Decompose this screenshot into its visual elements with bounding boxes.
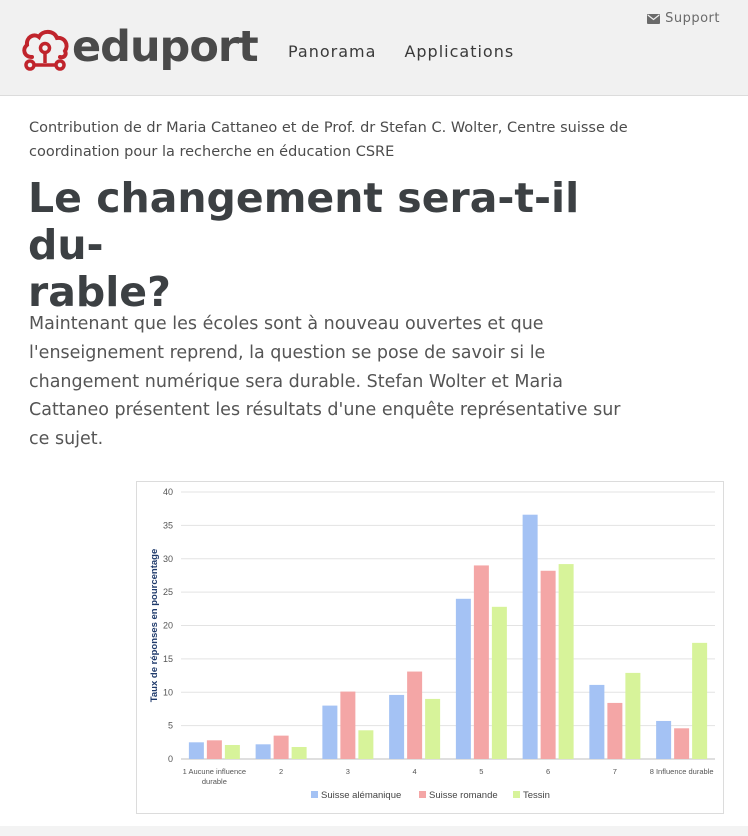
bar [407, 671, 423, 759]
bar [322, 705, 338, 759]
nav-item-panorama[interactable]: Panorama [288, 42, 377, 61]
page-title: Le changement sera-t-il du- rable? [28, 175, 648, 316]
y-tick-label: 20 [163, 621, 173, 631]
main-nav: Panorama Applications [288, 42, 514, 61]
x-tick-label: 3 [346, 767, 350, 776]
support-link[interactable]: Support [647, 11, 720, 26]
bar [358, 730, 374, 759]
cloud-network-icon [22, 29, 69, 71]
y-tick-label: 40 [163, 487, 173, 497]
bar [224, 744, 240, 759]
bar [455, 598, 471, 759]
bar [473, 565, 489, 759]
x-tick-label: 2 [279, 767, 283, 776]
legend-label: Suisse alémanique [321, 790, 401, 801]
bar [425, 698, 441, 759]
bar [255, 744, 271, 759]
support-label: Support [665, 11, 720, 26]
x-tick-label: durable [202, 777, 227, 786]
x-tick-label: 5 [479, 767, 483, 776]
y-tick-label: 35 [163, 520, 173, 530]
y-tick-label: 0 [168, 754, 173, 764]
bar [206, 740, 222, 759]
bar [273, 735, 289, 759]
bar [656, 720, 672, 759]
title-line-2: rable? [28, 268, 171, 316]
y-tick-label: 25 [163, 587, 173, 597]
y-tick-label: 30 [163, 554, 173, 564]
bar [491, 606, 507, 759]
footer-strip [0, 826, 748, 836]
legend-label: Tessin [523, 790, 550, 801]
bar [188, 742, 204, 759]
bar [692, 642, 708, 759]
bar [540, 570, 556, 759]
bar [522, 514, 538, 759]
contribution-text: Contribution de dr Maria Cattaneo et de … [29, 120, 628, 160]
x-tick-label: 6 [546, 767, 550, 776]
nav-item-applications[interactable]: Applications [404, 42, 515, 61]
y-tick-label: 10 [163, 687, 173, 697]
bar [674, 728, 690, 759]
legend-label: Suisse romande [429, 790, 498, 801]
mail-icon [647, 13, 661, 24]
title-line-1: Le changement sera-t-il du- [28, 174, 580, 269]
bar [340, 691, 356, 759]
x-tick-label: 1 Aucune influence [183, 767, 246, 776]
x-tick-label: 8 Influence durable [650, 767, 714, 776]
bar [625, 672, 641, 759]
y-tick-label: 15 [163, 654, 173, 664]
bar [558, 564, 574, 759]
site-header: eduport Panorama Applications Support [0, 0, 748, 96]
lead-paragraph: Maintenant que les écoles sont à nouveau… [29, 314, 621, 450]
logo-text: eduport [72, 22, 259, 72]
eduport-logo[interactable]: eduport [20, 22, 259, 74]
bar [607, 702, 623, 759]
bar [291, 746, 307, 759]
legend-swatch [513, 791, 520, 798]
bar [389, 694, 405, 759]
bar-chart: 0 5 10 15 20 25 30 35 40 Taux de réponses en pour… [136, 481, 724, 814]
y-axis-label: Taux de réponses en pourcentage [149, 549, 160, 702]
x-tick-label: 4 [413, 767, 417, 776]
x-tick-label: 7 [613, 767, 617, 776]
legend-swatch [311, 791, 318, 798]
y-tick-label: 5 [168, 721, 173, 731]
legend-swatch [419, 791, 426, 798]
bar [589, 684, 605, 759]
